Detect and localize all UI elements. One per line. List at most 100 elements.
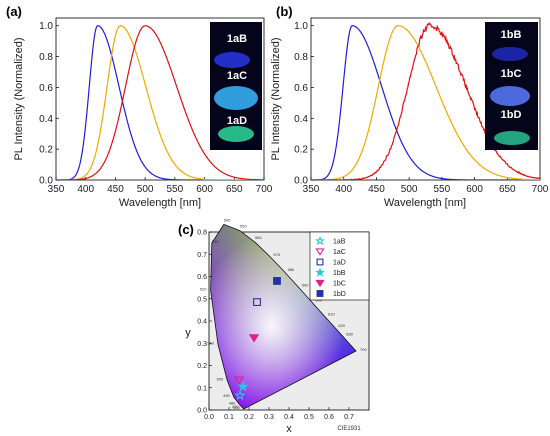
photo-label-1ab: 1aB: [227, 33, 247, 45]
panel-c-label: (c): [178, 222, 194, 237]
y-tick-label: 0.8: [294, 52, 308, 63]
cie-point-1bb: [237, 380, 249, 392]
panel-b-x-axis-label: Wavelength [nm]: [384, 197, 466, 209]
cie-legend-box: [309, 231, 370, 301]
cie-gamut-outline: [210, 223, 357, 410]
y-tick-label: 0.5: [197, 296, 207, 303]
panel-b-label: (b): [276, 4, 293, 19]
cie-data-points: [233, 277, 281, 401]
cie-point-1ad: [253, 298, 261, 306]
legend-label-1bc: 1bC: [333, 281, 346, 288]
x-tick-label: 600: [196, 184, 213, 195]
cie-caption: CIE1931: [337, 426, 361, 432]
cie-gamut-white: [210, 224, 356, 409]
x-tick-label: 400: [77, 184, 94, 195]
photo-label-1bb: 1bB: [501, 29, 522, 41]
y-tick-label: 1.0: [294, 21, 308, 32]
wavelength-label: 510: [207, 340, 214, 345]
y-tick-label: 0.0: [39, 176, 53, 187]
cie-point-1ac: [233, 376, 245, 385]
legend-label-1ad: 1aD: [333, 260, 346, 267]
panel-c-x-axis-label: x: [286, 423, 292, 435]
photo-label-1bc: 1bC: [501, 68, 522, 80]
wavelength-label: 580: [288, 267, 295, 272]
panel-b-series: [311, 22, 540, 180]
wavelength-label: 540: [224, 217, 231, 222]
y-tick-label: 0.1: [197, 385, 207, 392]
wavelength-label: 590: [302, 283, 309, 288]
wavelength-label: 550: [240, 224, 247, 229]
legend-label-1ab: 1aB: [333, 239, 346, 246]
y-tick-label: 1.0: [39, 21, 53, 32]
x-tick-label: 450: [107, 184, 124, 195]
wavelength-label: 570: [273, 252, 280, 257]
cie-point-1bd: [273, 277, 281, 285]
panel-b-photo-inset: 1bB 1bC 1bD: [485, 22, 538, 150]
y-tick-label: 0.6: [197, 274, 207, 281]
x-tick-label: 650: [499, 184, 516, 195]
wavelength-label: 490: [223, 393, 230, 398]
wavelength-label: 530: [212, 239, 219, 244]
spectrum-line-1: [56, 25, 264, 180]
x-tick-label: 700: [532, 184, 549, 195]
crystal-blob-1bd: [494, 131, 530, 145]
legend-marker-1ab: [315, 235, 325, 246]
panel-c-y-ticks: 0.0 0.1 0.2 0.3 0.4 0.5 0.6 0.7 0.8: [197, 230, 212, 415]
x-tick-label: 700: [256, 184, 273, 195]
panel-a-x-axis-label: Wavelength [nm]: [119, 197, 201, 209]
legend-marker-1ad: [316, 258, 324, 266]
legend-marker-1bb: [315, 267, 325, 277]
crystal-blob-1ac: [214, 86, 258, 110]
x-tick-label: 0.7: [344, 414, 354, 421]
cie-point-1bc: [248, 334, 260, 343]
panel-a-label: (a): [6, 4, 22, 19]
panel-b-plot-frame: [310, 17, 541, 181]
y-tick-label: 0.8: [197, 230, 207, 237]
y-tick-label: 0.4: [294, 114, 308, 125]
x-tick-label: 0.3: [264, 414, 274, 421]
x-tick-label: 500: [137, 184, 154, 195]
legend-label-1bb: 1bB: [333, 270, 346, 277]
panel-a: (a) 350 400 450 500 550 600 650 700 0.0 0.2 0.4 0.…: [6, 4, 273, 209]
x-tick-label: 0.0: [204, 414, 214, 421]
x-tick-label: 500: [401, 184, 418, 195]
wavelength-label: 610: [328, 312, 335, 317]
legend-marker-1ac: [315, 248, 325, 256]
wavelength-label: 500: [217, 376, 224, 381]
cie-legend: 1aB 1aC 1aD 1bB 1bC 1bD: [309, 231, 370, 301]
panel-c-y-axis-label: y: [185, 327, 191, 339]
spectrum-line-3: [311, 22, 540, 180]
legend-marker-1bd: [316, 290, 324, 297]
x-tick-label: 350: [303, 184, 320, 195]
cie-chromaticity-locus: [210, 223, 357, 410]
x-tick-label: 0.1: [224, 414, 234, 421]
wavelength-label: 560: [255, 235, 262, 240]
y-tick-label: 0.6: [39, 83, 53, 94]
crystal-blob-1ad: [218, 126, 254, 142]
x-tick-label: 400: [335, 184, 352, 195]
x-tick-label: 0.5: [304, 414, 314, 421]
x-tick-label: 350: [48, 184, 65, 195]
panel-a-x-ticks: 350 400 450 500 550 600 650 700: [48, 177, 273, 195]
y-tick-label: 0.8: [39, 52, 53, 63]
crystal-blob-1bc: [490, 86, 530, 106]
x-tick-label: 650: [226, 184, 243, 195]
wavelength-label: 630: [346, 332, 353, 337]
panel-b: (b) 350 400 450 500 550 600 650 700 0.0 0.2 0.4 0.…: [270, 4, 549, 209]
y-tick-label: 0.2: [197, 363, 207, 370]
y-tick-label: 0.4: [197, 319, 207, 326]
x-tick-label: 0.4: [284, 414, 294, 421]
panel-a-plot-frame: [55, 17, 265, 181]
x-tick-label: 0.6: [324, 414, 334, 421]
cie-point-1ab: [234, 389, 246, 401]
panel-b-x-ticks: 350 400 450 500 550 600 650 700: [303, 177, 549, 195]
x-tick-label: 550: [434, 184, 451, 195]
photo-label-1ad: 1aD: [227, 115, 247, 127]
x-tick-label: 450: [368, 184, 385, 195]
y-tick-label: 0.0: [294, 176, 308, 187]
y-tick-label: 0.3: [197, 341, 207, 348]
x-tick-label: 0.2: [244, 414, 254, 421]
x-tick-label: 600: [466, 184, 483, 195]
